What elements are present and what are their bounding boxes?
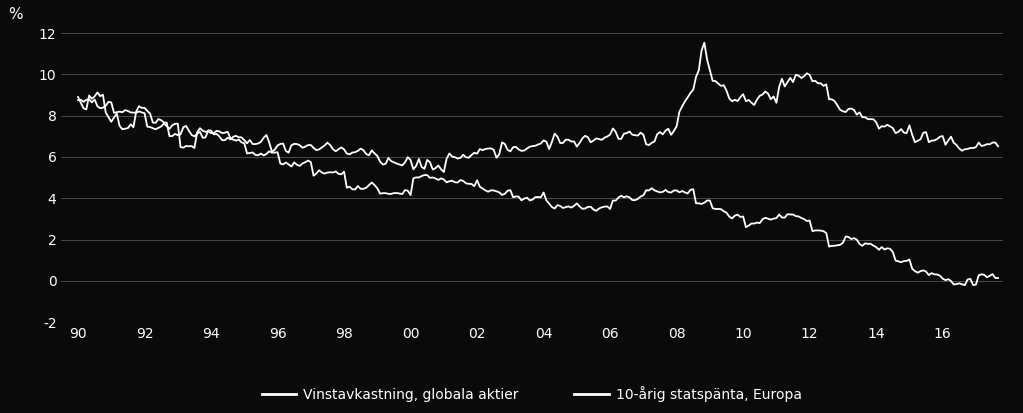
10-årig statsрänta, Europa — [959, 282, 971, 287]
10-årig statsрänta, Europa — [651, 189, 663, 194]
Line: Vinstavkastning, globala aktier: Vinstavkastning, globala aktier — [78, 43, 998, 172]
Line: 10-årig statsрänta, Europa: 10-årig statsрänta, Europa — [78, 99, 998, 285]
Vinstavkastning, globala aktier — [191, 131, 204, 136]
Text: %: % — [8, 7, 24, 22]
10-årig statsрänta, Europa — [576, 206, 588, 211]
Vinstavkastning, globala aktier — [868, 117, 880, 122]
10-årig statsрänta, Europa — [193, 126, 206, 131]
Vinstavkastning, globala aktier — [699, 40, 711, 45]
Vinstavkastning, globala aktier — [576, 136, 588, 141]
Legend: Vinstavkastning, globala aktier, 10-årig statsрänta, Europa: Vinstavkastning, globala aktier, 10-årig… — [256, 381, 808, 408]
Vinstavkastning, globala aktier — [380, 161, 392, 166]
10-årig statsрänta, Europa — [72, 98, 84, 103]
10-årig statsрänta, Europa — [864, 241, 877, 246]
Vinstavkastning, globala aktier — [651, 132, 663, 137]
10-årig statsрänta, Europa — [83, 97, 95, 102]
10-årig statsрänta, Europa — [383, 191, 395, 196]
10-årig statsрänta, Europa — [574, 204, 586, 209]
Vinstavkastning, globala aktier — [72, 95, 84, 100]
10-årig statsрänta, Europa — [992, 275, 1005, 280]
Vinstavkastning, globala aktier — [438, 169, 450, 174]
Vinstavkastning, globala aktier — [574, 140, 586, 145]
Vinstavkastning, globala aktier — [992, 144, 1005, 149]
